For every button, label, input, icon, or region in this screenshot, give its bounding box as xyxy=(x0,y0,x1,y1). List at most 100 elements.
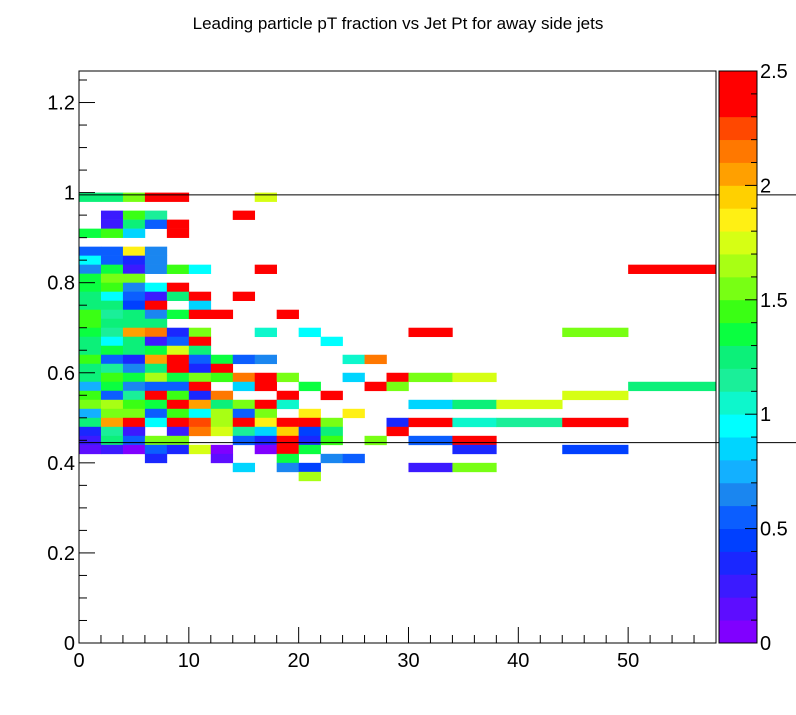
heatmap-cell xyxy=(79,435,102,446)
heatmap-cell xyxy=(408,327,453,338)
heatmap-cell xyxy=(276,417,299,428)
heatmap-cell xyxy=(79,417,102,428)
heatmap-cell xyxy=(210,408,234,419)
heatmap-cell xyxy=(188,336,212,347)
heatmap-cell xyxy=(166,408,190,419)
heatmap-cell xyxy=(100,363,124,374)
heatmap-cell xyxy=(166,219,190,229)
heatmap-cell xyxy=(100,264,124,274)
x-tick-label: 0 xyxy=(73,650,84,672)
heatmap-cell xyxy=(166,381,190,392)
heatmap-cell xyxy=(210,426,234,437)
heatmap-cell xyxy=(276,453,299,464)
heatmap-cell xyxy=(100,228,124,238)
heatmap-cell xyxy=(144,435,190,446)
heatmap-cell xyxy=(188,345,212,356)
palette-swatch xyxy=(719,93,757,118)
heatmap-cell xyxy=(452,444,497,455)
heatmap-cell xyxy=(254,435,277,446)
heatmap-cell xyxy=(232,408,256,419)
heatmap-cell xyxy=(496,417,563,428)
y-tick-label: 0.4 xyxy=(47,453,75,475)
heatmap-cell xyxy=(122,300,146,311)
heatmap-cell xyxy=(276,372,299,383)
heatmap-cell xyxy=(79,309,102,320)
heatmap-cell xyxy=(100,435,124,446)
heatmap-cell xyxy=(79,444,102,455)
heatmap-cell xyxy=(408,462,453,473)
heatmap-cell xyxy=(254,408,277,419)
x-tick-label: 50 xyxy=(617,650,639,672)
heatmap-cell xyxy=(144,192,190,202)
heatmap-cell xyxy=(144,282,168,292)
palette-swatch xyxy=(719,231,757,255)
heatmap-cell xyxy=(166,336,190,347)
heatmap-cell xyxy=(100,300,124,311)
heatmap-cell xyxy=(122,408,146,419)
heatmap-cell xyxy=(166,345,190,356)
heatmap-cell xyxy=(254,372,277,383)
heatmap-cell xyxy=(100,399,124,410)
heatmap-cell xyxy=(122,363,146,374)
heatmap-cell xyxy=(100,390,124,401)
reference-lines xyxy=(79,194,796,444)
heatmap-cell xyxy=(562,417,629,428)
heatmap-cell xyxy=(122,435,146,446)
heatmap-cell xyxy=(100,291,124,301)
heatmap-cell xyxy=(562,444,629,455)
heatmap-cell xyxy=(408,372,453,383)
heatmap-cell xyxy=(79,264,102,274)
palette-swatch xyxy=(719,208,757,232)
heatmap-cell xyxy=(79,426,102,437)
heatmap-cell xyxy=(320,453,343,464)
heatmap-cell xyxy=(232,399,256,410)
heatmap-cell xyxy=(100,408,124,419)
heatmap-cell xyxy=(166,327,190,338)
palette-swatch xyxy=(719,414,757,438)
y-tick-label: 0.6 xyxy=(47,363,75,385)
heatmap-cell xyxy=(79,228,102,238)
heatmap-cell xyxy=(232,462,256,473)
heatmap-cell xyxy=(144,372,168,383)
y-axis: 0 0.2 0.4 0.6 0.8 1 1.2 xyxy=(47,79,95,655)
heatmap-cell xyxy=(122,228,146,238)
heatmap-cell xyxy=(122,399,146,410)
heatmap-cell xyxy=(188,291,212,301)
heatmap-cell xyxy=(122,444,146,455)
heatmap-cell xyxy=(188,381,212,392)
heatmap-cell xyxy=(122,282,146,292)
heatmap-cell xyxy=(232,354,256,365)
heatmap-cell xyxy=(144,390,168,401)
palette-swatch xyxy=(719,574,757,598)
heatmap-cell xyxy=(166,228,190,238)
heatmap-cell xyxy=(452,435,497,446)
heatmap-cell xyxy=(320,336,343,347)
heatmap-cell xyxy=(144,246,168,256)
heatmap-cell xyxy=(320,426,343,437)
heatmap-cell xyxy=(276,435,299,446)
x-tick-label: 30 xyxy=(397,650,419,672)
heatmap-cell xyxy=(144,327,168,338)
heatmap-cell xyxy=(144,291,168,301)
heatmap-cell xyxy=(188,372,212,383)
palette-swatch xyxy=(719,505,757,529)
heatmap-cell xyxy=(254,426,277,437)
heatmap-cell xyxy=(386,372,409,383)
heatmap-cell xyxy=(122,381,146,392)
heatmap-cell xyxy=(408,417,453,428)
heatmap-cell xyxy=(254,381,277,392)
heatmap-cell xyxy=(79,300,102,311)
heatmap-cell xyxy=(254,354,277,365)
heatmap-cell xyxy=(364,381,387,392)
heatmap-cell xyxy=(188,309,234,320)
heatmap-cell xyxy=(100,336,124,347)
heatmap-cell xyxy=(188,327,212,338)
heatmap-cell xyxy=(122,336,146,347)
heatmap-cell xyxy=(122,264,146,274)
heatmap-cell xyxy=(188,363,212,374)
heatmap-cell xyxy=(232,372,256,383)
heatmap-cell xyxy=(100,372,124,383)
heatmap-cell xyxy=(79,408,102,419)
heatmap-cell xyxy=(320,417,343,428)
